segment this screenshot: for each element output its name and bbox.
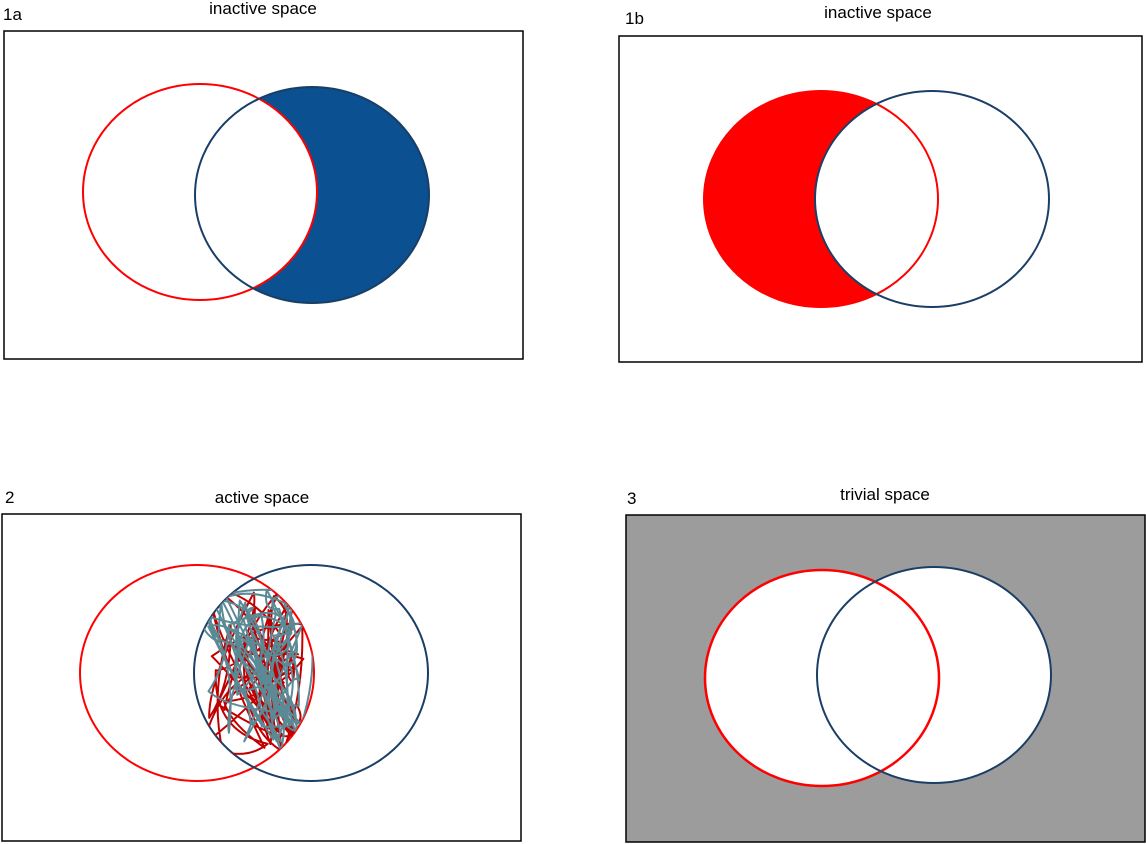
panel-1a-right-crescent-fill xyxy=(194,86,430,304)
panel-1b-right-circle xyxy=(814,90,1050,308)
panel-3-left-circle xyxy=(703,568,941,788)
panel-1b-label: 1b xyxy=(625,9,644,28)
panel-1a-title: inactive space xyxy=(209,0,317,18)
panel-3-title: trivial space xyxy=(840,485,930,504)
panel-1b-left-circle xyxy=(703,90,939,308)
panel-1a-left-circle xyxy=(82,83,318,301)
panel-1b xyxy=(618,35,1143,363)
panel-3-label: 3 xyxy=(627,489,637,508)
panel-2-title: active space xyxy=(214,488,310,507)
panel-2-right-circle xyxy=(193,564,429,782)
panel-3-right-circle xyxy=(816,566,1052,784)
panel-2-label: 2 xyxy=(5,488,15,507)
panel-3-right-circle-fill xyxy=(817,567,1051,783)
panel-3 xyxy=(625,514,1146,843)
panel-1b-left-crescent-fill xyxy=(704,91,938,307)
panel-1a-label: 1a xyxy=(3,5,22,24)
panel-2 xyxy=(1,513,522,842)
panel-1b-title: inactive space xyxy=(824,3,932,22)
panel-1a xyxy=(3,30,524,360)
panel-1a-right-circle xyxy=(194,86,430,304)
panel-2-left-circle xyxy=(79,564,315,782)
